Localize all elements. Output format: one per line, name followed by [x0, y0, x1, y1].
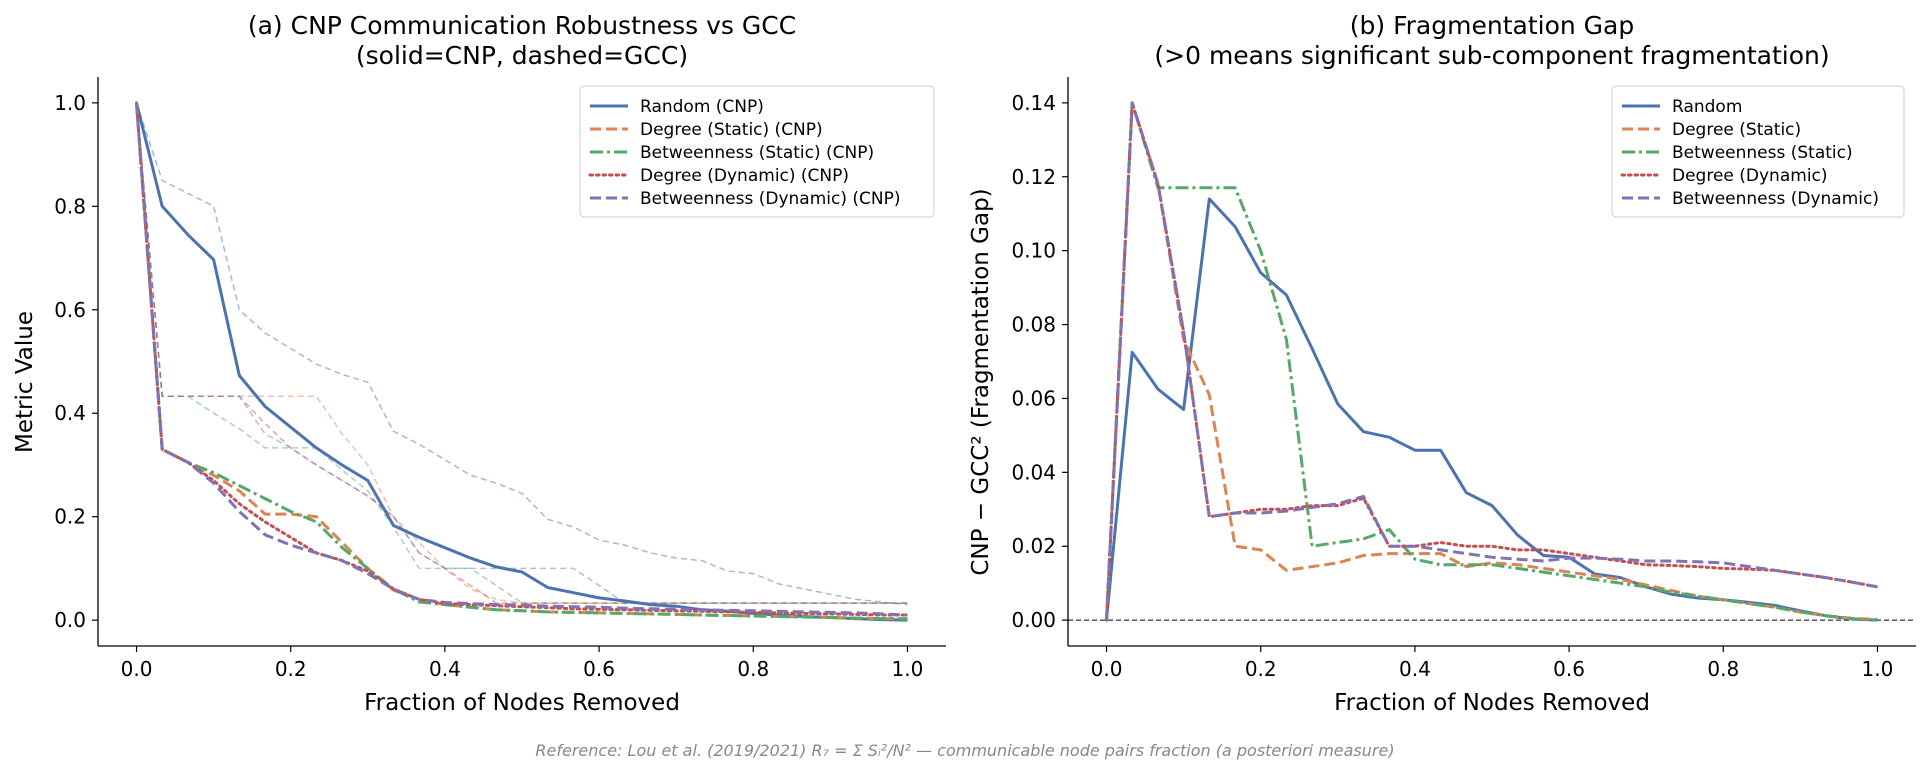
panel-a-legend: Random (CNP) Degree (Static) (CNP) Between… — [579, 85, 935, 218]
panel-b-chart: (b) Fragmentation Gap (>0 means signific… — [968, 11, 1916, 716]
series-line-degree-static — [1105, 101, 1878, 621]
panel-a-chart: (a) CNP Communication Robustness vs GCC … — [12, 11, 946, 716]
series-line-betweenness-dynamic — [1105, 101, 1878, 621]
legend-label: Degree (Dynamic) — [1672, 166, 1828, 186]
panel-a-x-tick-label: 0.2 — [275, 657, 307, 681]
series-line-betweenness-dynamic-cnp — [135, 102, 908, 617]
panel-a-x-tick-label: 0.8 — [737, 657, 769, 681]
panel-a-xlabel: Fraction of Nodes Removed — [364, 690, 680, 716]
panel-b-legend-box — [1611, 85, 1905, 218]
panel-b-y-tick-label: 0.08 — [1011, 313, 1056, 337]
panel-a-y-tick-label: 0.6 — [54, 298, 86, 322]
panel-b-y-tick-label: 0.04 — [1011, 460, 1056, 484]
legend-label: Degree (Static) — [1672, 120, 1801, 140]
panel-b-x-tick-label: 0.4 — [1399, 657, 1431, 681]
panel-b-legend: Random Degree (Static) Betweenness (Static… — [1611, 85, 1905, 218]
panel-b-xlabel: Fraction of Nodes Removed — [1334, 690, 1650, 716]
panel-a-y-tick-label: 0.0 — [54, 608, 86, 632]
panel-b-y-tick-label: 0.02 — [1011, 534, 1056, 558]
legend-label: Betweenness (Dynamic) (CNP) — [640, 189, 900, 209]
panel-a-title-line1: (a) CNP Communication Robustness vs GCC — [248, 11, 796, 40]
panel-b-axes: 0.0 0.2 0.4 0.6 0.8 1.0 0.00 0.02 0.04 0.06 0.08 0.… — [1011, 77, 1916, 681]
panel-a-title-line2: (solid=CNP, dashed=GCC) — [356, 41, 688, 70]
legend-label: Betweenness (Dynamic) — [1672, 189, 1879, 209]
series-line-degree-dynamic-gcc — [135, 102, 908, 604]
panel-a-y-tick-label: 0.2 — [54, 505, 86, 529]
panel-a-y-tick-label: 0.8 — [54, 194, 86, 218]
series-line-degree-dynamic-cnp — [135, 101, 909, 617]
panel-a-y-tick-label: 1.0 — [54, 91, 86, 115]
legend-label: Random (CNP) — [640, 97, 764, 117]
series-line-random-gcc — [135, 102, 908, 606]
panel-b-y-tick-label: 0.14 — [1011, 91, 1056, 115]
panel-b-y-tick-label: 0.10 — [1011, 239, 1056, 263]
panel-a-legend-box — [579, 85, 935, 218]
panel-a-x-tick-label: 1.0 — [892, 657, 924, 681]
panel-a-x-tick-label: 0.0 — [121, 657, 153, 681]
panel-b-title-line2: (>0 means significant sub-component frag… — [1154, 41, 1829, 70]
legend-label: Betweenness (Static) (CNP) — [640, 143, 874, 163]
legend-label: Random — [1672, 97, 1742, 117]
legend-label: Degree (Static) (CNP) — [640, 120, 823, 140]
panel-b-y-tick-label: 0.00 — [1011, 608, 1056, 632]
panel-a-y-tick-label: 0.4 — [54, 401, 86, 425]
panel-b-x-tick-label: 0.0 — [1091, 657, 1123, 681]
panel-a-ylabel: Metric Value — [12, 311, 38, 453]
panel-a-axes: 0.0 0.2 0.4 0.6 0.8 1.0 0.0 0.2 0.4 0.6 0.8 1.0 — [54, 77, 946, 681]
legend-label: Degree (Dynamic) (CNP) — [640, 166, 849, 186]
panel-b-series — [1068, 101, 1916, 622]
legend-label: Betweenness (Static) — [1672, 143, 1853, 163]
reference-footnote: Reference: Lou et al. (2019/2021) R₇ = Σ… — [535, 741, 1394, 760]
panel-b-x-tick-label: 0.8 — [1707, 657, 1739, 681]
panel-b-x-tick-label: 0.2 — [1245, 657, 1277, 681]
panel-a-x-tick-label: 0.6 — [583, 657, 615, 681]
series-line-betweenness-static — [1105, 101, 1878, 622]
panel-b-y-tick-label: 0.06 — [1011, 386, 1056, 410]
panel-b-ylabel: CNP − GCC² (Fragmentation Gap) — [968, 188, 994, 575]
panel-b-title-line1: (b) Fragmentation Gap — [1350, 11, 1634, 40]
series-line-betweenness-dynamic-gcc — [135, 102, 908, 604]
panel-a-series — [135, 101, 909, 622]
panel-b-x-tick-label: 0.6 — [1553, 657, 1585, 681]
panel-b-x-tick-label: 1.0 — [1862, 657, 1894, 681]
panel-b-y-tick-label: 0.12 — [1011, 165, 1056, 189]
panel-a-x-tick-label: 0.4 — [429, 657, 461, 681]
series-line-betweenness-static-gcc — [135, 102, 908, 604]
series-line-betweenness-static-cnp — [135, 102, 908, 621]
